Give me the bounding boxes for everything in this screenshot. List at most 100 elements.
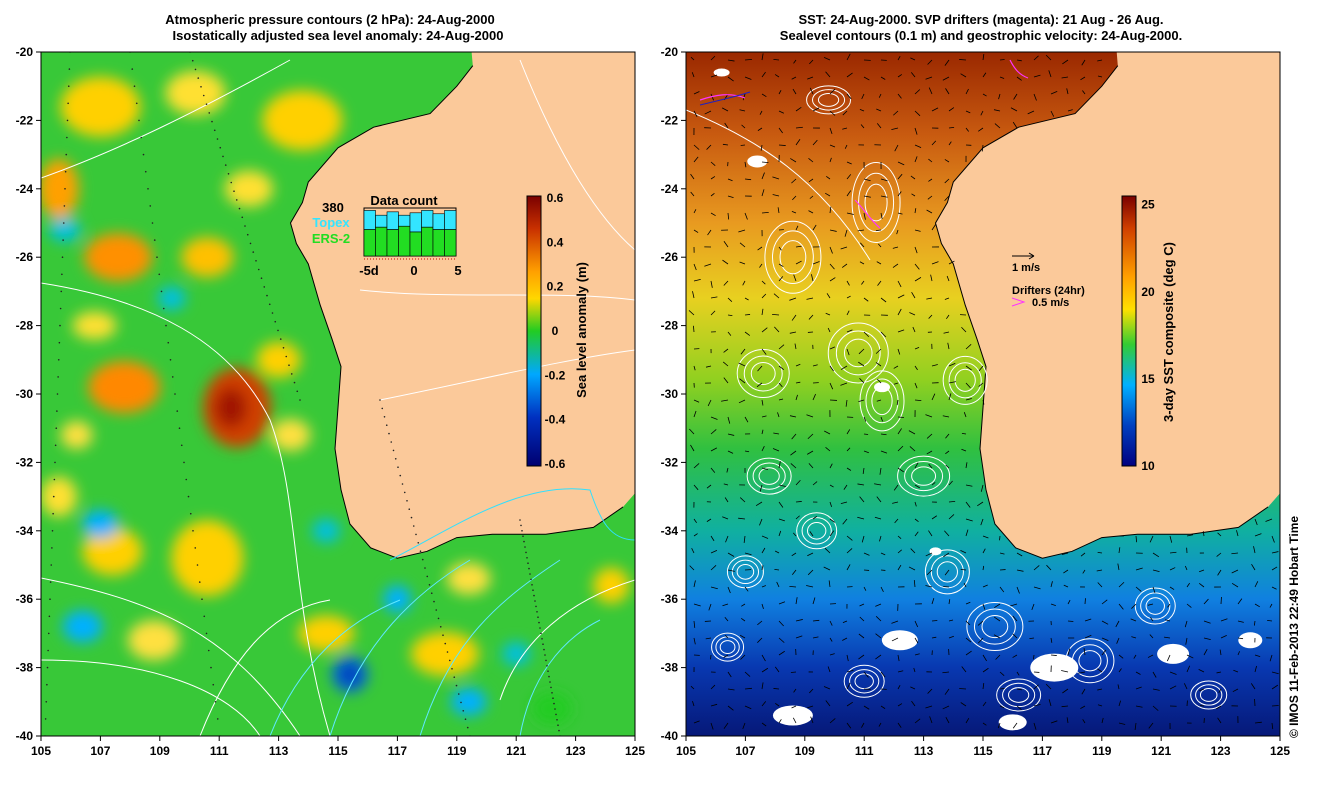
altimeter-point: [558, 730, 560, 732]
altimeter-point: [183, 462, 185, 464]
velocity-arrow: [773, 688, 779, 689]
altimeter-point: [152, 222, 154, 224]
anomaly-blob: [181, 237, 233, 277]
y-tick-label: -22: [661, 113, 679, 127]
altimeter-point: [263, 286, 265, 288]
x-tick-label: 111: [210, 744, 229, 758]
anomaly-blob: [128, 620, 180, 660]
x-tick-label: 113: [914, 744, 934, 758]
altimeter-point: [212, 684, 214, 686]
colorbar-tick-label: -0.6: [545, 457, 566, 471]
velocity-arrow: [1000, 688, 1005, 689]
altimeter-point: [537, 616, 539, 618]
data-count-bars: [364, 208, 456, 256]
altimeter-point: [197, 564, 199, 566]
altimeter-point: [65, 154, 67, 156]
altimeter-point: [149, 205, 151, 207]
y-tick-label: -22: [16, 113, 34, 127]
altimeter-point: [408, 508, 410, 510]
anomaly-blob: [451, 688, 487, 716]
y-tick-label: -32: [661, 455, 679, 469]
altimeter-point: [60, 291, 62, 293]
altimeter-point: [520, 525, 522, 527]
y-tick-label: -40: [661, 729, 679, 743]
altimeter-point: [161, 291, 163, 293]
x-tick-label: 123: [566, 744, 586, 758]
altimeter-point: [447, 651, 449, 653]
altimeter-point: [555, 714, 557, 716]
altimeter-point: [529, 573, 531, 575]
altimeter-point: [556, 719, 558, 721]
altimeter-point: [54, 462, 56, 464]
altimeter-point: [299, 399, 301, 401]
altimeter-point: [62, 239, 64, 241]
altimeter-point: [433, 601, 435, 603]
altimeter-point: [538, 622, 540, 624]
x-tick-label: 119: [447, 744, 467, 758]
altimeter-point: [532, 589, 534, 591]
altimeter-point: [250, 243, 252, 245]
y-tick-label: -36: [661, 592, 679, 606]
altimeter-point: [214, 130, 216, 132]
altimeter-point: [527, 562, 529, 564]
altimeter-point: [53, 496, 55, 498]
colorbar-tick-label: -0.4: [545, 413, 566, 427]
altimeter-point: [181, 445, 183, 447]
altimeter-point: [244, 225, 246, 227]
altimeter-point: [540, 633, 542, 635]
altimeter-point: [261, 277, 263, 279]
y-tick-label: -24: [16, 182, 34, 196]
altimeter-point: [147, 188, 149, 190]
altimeter-point: [531, 584, 533, 586]
cloud-patch: [1030, 654, 1078, 682]
velocity-arrow: [745, 314, 750, 315]
velocity-arrow: [1000, 59, 1005, 60]
altimeter-point: [269, 304, 271, 306]
altimeter-point: [552, 697, 554, 699]
anomaly-blob: [262, 90, 342, 150]
data-count-value: 380: [322, 200, 344, 215]
anomaly-blob: [158, 286, 186, 310]
altimeter-point: [174, 393, 176, 395]
altimeter-point: [201, 598, 203, 600]
altimeter-point: [285, 356, 287, 358]
altimeter-point: [465, 718, 467, 720]
altimeter-point: [52, 513, 54, 515]
altimeter-point: [230, 182, 232, 184]
altimeter-point: [131, 68, 133, 70]
altimeter-point: [413, 525, 415, 527]
left-map-area: [39, 51, 635, 737]
altimeter-point: [522, 535, 524, 537]
altimeter-point: [544, 654, 546, 656]
left-title-line1: Atmospheric pressure contours (2 hPa): 2…: [165, 12, 494, 27]
y-tick-label: -34: [16, 524, 34, 538]
cloud-patch: [999, 714, 1027, 730]
altimeter-point: [163, 308, 165, 310]
altimeter-point: [59, 342, 61, 344]
altimeter-point: [393, 450, 395, 452]
x-tick-label: 123: [1211, 744, 1231, 758]
altimeter-point: [136, 103, 138, 105]
altimeter-point: [156, 256, 158, 258]
velocity-scale-label: 1 m/s: [1012, 262, 1040, 274]
velocity-arrow: [1200, 705, 1204, 706]
x-tick-label: 115: [328, 744, 348, 758]
altimeter-point: [57, 376, 59, 378]
altimeter-point: [417, 542, 419, 544]
anomaly-blob: [82, 510, 118, 538]
topex-count-bar: [433, 214, 445, 230]
altimeter-point: [255, 260, 257, 262]
cloud-patch: [1238, 632, 1262, 648]
x-tick-label: 107: [735, 744, 755, 758]
ers2-count-bar: [410, 232, 422, 256]
altimeter-point: [524, 546, 526, 548]
altimeter-point: [143, 154, 145, 156]
velocity-arrow: [1051, 655, 1057, 656]
altimeter-point: [535, 606, 537, 608]
y-tick-label: -28: [16, 319, 34, 333]
sea-level-colorbar-label: Sea level anomaly (m): [574, 262, 589, 398]
left-panel: Atmospheric pressure contours (2 hPa): 2…: [16, 12, 646, 758]
altimeter-point: [551, 692, 553, 694]
altimeter-point: [138, 120, 140, 122]
anomaly-blob: [383, 585, 411, 613]
